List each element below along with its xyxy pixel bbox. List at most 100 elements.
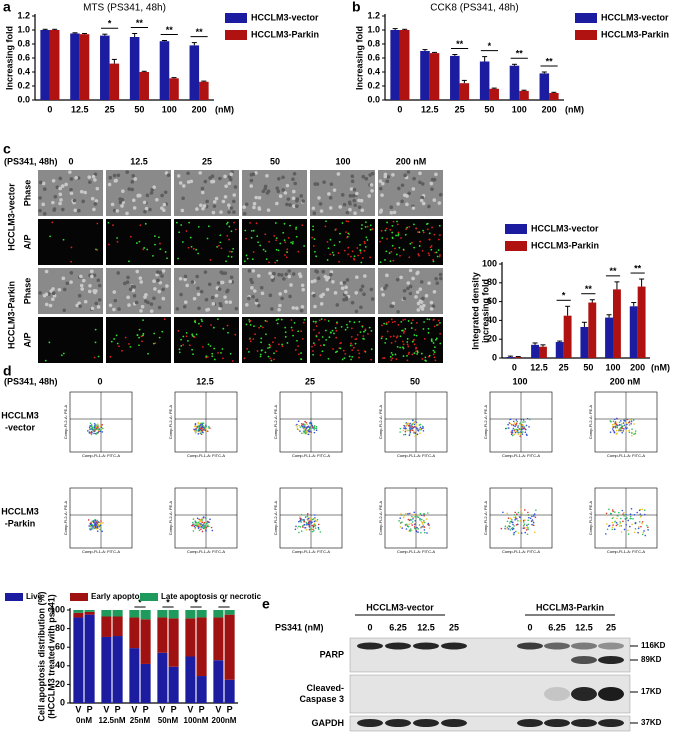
event	[310, 427, 312, 430]
cell	[415, 227, 418, 230]
cell	[249, 319, 252, 322]
cell	[208, 176, 212, 180]
cell	[281, 188, 286, 192]
significance-label: *	[194, 597, 198, 607]
y-tick-label: 1.0	[367, 24, 380, 34]
event	[523, 427, 525, 429]
event	[415, 427, 418, 429]
cell	[407, 353, 410, 355]
event	[96, 530, 99, 532]
cell	[348, 320, 351, 323]
cell	[427, 204, 431, 209]
cell	[217, 287, 222, 291]
cell	[219, 270, 224, 275]
event	[420, 520, 423, 523]
cell	[284, 335, 287, 338]
event	[427, 523, 429, 526]
event	[510, 433, 513, 436]
significance-label: **	[546, 56, 554, 66]
cell	[222, 327, 225, 330]
cell	[69, 191, 74, 196]
event	[509, 418, 512, 421]
cell	[161, 296, 166, 301]
cell	[156, 278, 160, 283]
cell	[340, 325, 343, 328]
cell	[312, 353, 314, 356]
cell	[68, 170, 72, 174]
cell	[315, 182, 320, 186]
cell	[144, 292, 148, 297]
cell	[158, 280, 163, 285]
cell	[395, 234, 397, 237]
event	[94, 428, 97, 431]
cell	[385, 273, 389, 278]
bar	[563, 315, 572, 358]
event	[643, 509, 646, 511]
cell	[166, 173, 171, 177]
event	[97, 521, 99, 524]
stacked-bar-segment	[213, 610, 224, 618]
cell	[301, 287, 306, 292]
chart-title: MTS (PS341, 48h)	[83, 3, 166, 14]
y-tick-label: 1.0	[17, 24, 30, 34]
cell	[258, 326, 261, 329]
cell	[218, 176, 222, 181]
cell	[93, 178, 97, 182]
cell	[130, 284, 135, 289]
event	[303, 423, 306, 426]
event	[194, 431, 197, 434]
cell	[61, 276, 66, 281]
cell	[355, 275, 359, 279]
cell	[390, 351, 393, 354]
cell	[182, 335, 185, 338]
event	[415, 421, 418, 424]
bar	[629, 306, 638, 358]
cell	[422, 231, 425, 234]
event	[409, 433, 411, 435]
stacked-bar-segment	[196, 617, 207, 677]
cell	[290, 319, 293, 321]
stacked-bar-segment	[112, 610, 123, 617]
event	[526, 434, 528, 437]
event	[199, 427, 201, 430]
cell	[426, 228, 429, 231]
cell	[277, 308, 281, 312]
stacked-bar-segment	[129, 610, 140, 618]
cell	[286, 251, 289, 253]
cell	[394, 340, 397, 343]
cell	[51, 297, 55, 302]
cell	[210, 324, 212, 326]
cell	[391, 244, 394, 247]
event	[532, 521, 535, 524]
band	[441, 642, 467, 650]
cell	[379, 261, 382, 264]
cell	[89, 269, 94, 274]
panel-label: d	[3, 363, 12, 379]
cell	[245, 323, 248, 326]
cell	[250, 230, 253, 232]
event	[641, 508, 644, 511]
cell	[389, 205, 394, 209]
marker-label: 89KD	[641, 655, 662, 664]
cell	[328, 336, 331, 339]
cell	[295, 228, 297, 230]
cell	[233, 221, 235, 224]
stacked-bar-segment	[101, 610, 112, 617]
cell	[228, 177, 233, 182]
cell	[344, 285, 348, 290]
event	[618, 525, 621, 527]
event	[306, 426, 309, 428]
event	[514, 511, 517, 514]
cell	[350, 342, 352, 345]
event	[90, 521, 93, 523]
cell	[178, 351, 181, 354]
cell	[251, 172, 256, 177]
cell	[69, 177, 74, 181]
cell	[439, 254, 441, 256]
event	[632, 518, 634, 520]
cell	[209, 345, 212, 347]
event	[307, 425, 310, 428]
event	[312, 525, 315, 528]
event	[428, 527, 431, 529]
